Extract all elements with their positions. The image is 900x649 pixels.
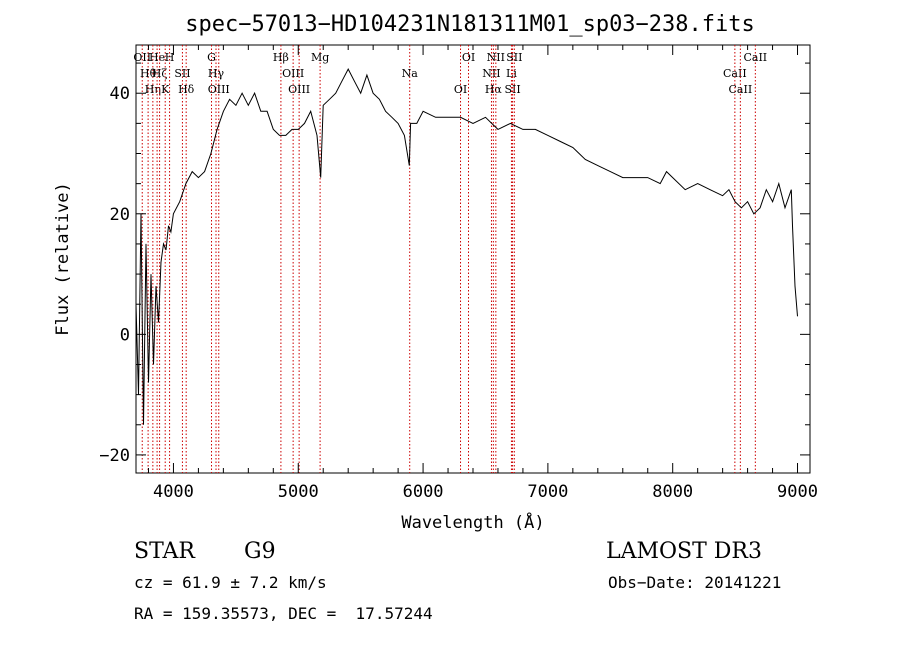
x-tick-label-5: 9000	[777, 482, 818, 502]
line-label-25: CaⅠⅠ	[723, 67, 747, 80]
y-tick-label-0: −20	[99, 446, 130, 466]
y-axis-label: Flux (relative)	[53, 182, 73, 336]
line-label-9: G	[207, 51, 216, 64]
line-label-3: He	[149, 51, 165, 64]
line-label-11: OⅠⅠⅠ	[208, 83, 230, 96]
line-label-2: Hη	[145, 83, 161, 96]
line-label-26: CaⅠⅠ	[729, 83, 753, 96]
line-label-16: Na	[402, 67, 419, 80]
x-axis-label: Wavelength (Å)	[401, 511, 544, 533]
line-label-6: H	[165, 51, 175, 64]
line-label-13: OⅠⅠⅠ	[282, 67, 304, 80]
x-tick-label-0: 4000	[153, 482, 194, 502]
line-label-20: Hα	[485, 83, 503, 96]
line-label-21: NⅠⅠ	[487, 51, 505, 64]
y-tick-label-3: 40	[110, 84, 130, 104]
line-label-12: Hβ	[273, 51, 289, 64]
line-label-14: OⅠⅠⅠ	[288, 83, 310, 96]
x-tick-label-2: 6000	[403, 482, 444, 502]
line-label-23: SⅠⅠ	[504, 83, 520, 96]
line-label-27: CaⅠⅠ	[743, 51, 767, 64]
plot-frame	[135, 44, 811, 474]
line-label-18: OⅠ	[462, 51, 475, 64]
x-tick-label-3: 7000	[527, 482, 568, 502]
obs-date: Obs−Date: 20141221	[608, 573, 782, 592]
line-label-4: Hζ	[152, 67, 168, 80]
line-label-8: Hδ	[178, 83, 195, 96]
line-label-5: K	[161, 83, 170, 96]
line-label-7: SⅠⅠ	[174, 67, 190, 80]
spectrum-line	[135, 68, 798, 425]
line-label-17: OⅠ	[454, 83, 467, 96]
chart-title: spec−57013−HD104231N181311M01_sp03−238.f…	[185, 12, 755, 37]
redshift-readout: cz = 61.9 ± 7.2 km/s	[134, 573, 327, 592]
line-label-0: OⅠⅠ	[133, 51, 151, 64]
line-label-19: NⅠⅠ	[482, 67, 500, 80]
y-tick-label-2: 20	[110, 205, 130, 225]
line-label-10: Hγ	[208, 67, 225, 80]
x-tick-label-4: 8000	[652, 482, 693, 502]
x-tick-label-1: 5000	[278, 482, 319, 502]
object-class: STAR	[134, 539, 195, 564]
y-tick-label-1: 0	[120, 325, 130, 345]
survey-name: LAMOST DR3	[606, 539, 762, 564]
line-label-15: Mg	[311, 51, 329, 64]
line-label-22: Li	[506, 67, 517, 80]
object-subclass: G9	[244, 539, 276, 564]
coordinates: RA = 159.35573, DEC = 17.57244	[134, 604, 433, 623]
line-label-24: SⅠⅠ	[506, 51, 522, 64]
